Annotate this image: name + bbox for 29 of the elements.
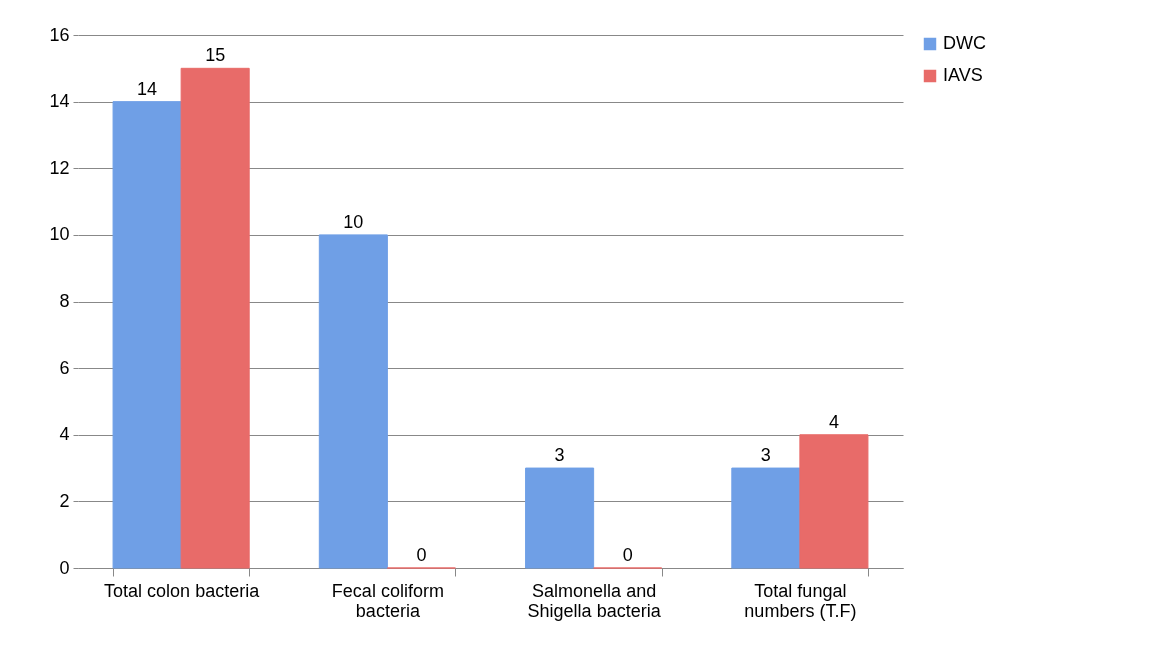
bar — [318, 234, 388, 569]
data-label: 4 — [828, 411, 839, 432]
bar — [180, 67, 250, 569]
x-tick-label: Total colon bacteria — [104, 580, 261, 601]
data-label: 0 — [416, 545, 427, 565]
y-tick-label: 2 — [59, 490, 70, 511]
data-label: 14 — [137, 78, 158, 99]
legend-label: DWC — [943, 33, 986, 53]
bar — [525, 467, 595, 569]
bar — [799, 434, 869, 569]
y-tick-label: 4 — [59, 424, 70, 445]
x-tick-label: Salmonella and Shigella bacteria — [527, 580, 662, 621]
data-label: 3 — [760, 445, 771, 466]
y-tick-label: 12 — [49, 157, 70, 178]
y-tick-label: 14 — [49, 91, 70, 112]
data-label: 15 — [205, 45, 226, 66]
y-tick-label: 10 — [49, 224, 70, 245]
data-label: 3 — [554, 445, 565, 466]
bar — [731, 467, 801, 569]
bar — [112, 101, 182, 569]
x-tick-label: Fecal coliform bacteria — [331, 580, 444, 621]
y-tick-label: 6 — [59, 357, 70, 378]
y-tick-label: 8 — [59, 291, 70, 311]
y-tick-label: 16 — [49, 24, 70, 45]
data-label: 10 — [343, 211, 364, 232]
x-tick-label: Total fungal numbers (T.F) — [744, 580, 857, 621]
y-tick-label: 0 — [59, 557, 70, 578]
legend-label: IAVS — [943, 65, 983, 85]
data-label: 0 — [622, 545, 633, 565]
